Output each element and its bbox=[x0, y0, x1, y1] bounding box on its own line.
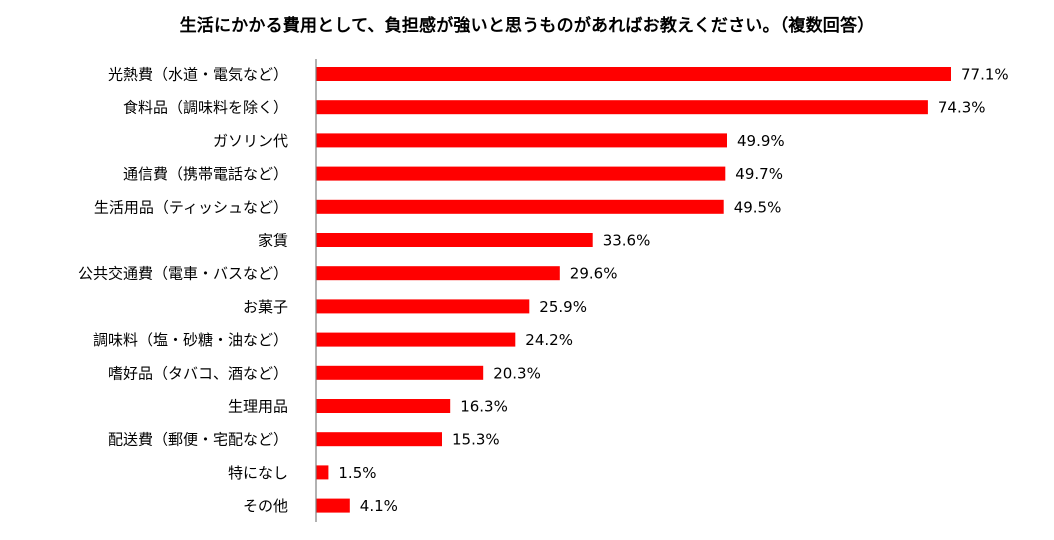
bar bbox=[316, 465, 329, 480]
category-label: 光熱費（水道・電気など） bbox=[108, 66, 288, 84]
value-label: 4.1% bbox=[360, 497, 398, 515]
bar bbox=[316, 365, 484, 380]
bar bbox=[316, 166, 726, 181]
value-label: 29.6% bbox=[570, 265, 618, 283]
bar bbox=[316, 332, 516, 347]
category-label: ガソリン代 bbox=[213, 132, 288, 150]
category-label: 配送費（郵便・宅配など） bbox=[108, 431, 288, 449]
category-label: その他 bbox=[243, 497, 288, 515]
category-label: 嗜好品（タバコ、酒など） bbox=[108, 364, 288, 382]
bar bbox=[316, 100, 928, 115]
category-label: 生理用品 bbox=[228, 398, 288, 416]
bar bbox=[316, 299, 530, 314]
value-label: 49.9% bbox=[737, 132, 785, 150]
value-label: 49.5% bbox=[734, 198, 782, 216]
value-label: 15.3% bbox=[452, 431, 500, 449]
bar bbox=[316, 67, 951, 81]
labels-layer: 光熱費（水道・電気など） 77.1% 食料品（調味料を除く） 74.3% ガソリン代 49… bbox=[78, 66, 1009, 516]
category-label: お菓子 bbox=[243, 298, 288, 316]
value-label: 77.1% bbox=[961, 66, 1009, 84]
bar bbox=[316, 399, 451, 413]
value-label: 1.5% bbox=[338, 464, 376, 482]
category-label: 家賃 bbox=[258, 232, 288, 250]
value-label: 16.3% bbox=[460, 398, 508, 416]
value-label: 49.7% bbox=[735, 165, 783, 183]
category-label: 公共交通費（電車・バスなど） bbox=[78, 265, 288, 283]
value-label: 33.6% bbox=[603, 232, 651, 250]
bar bbox=[316, 498, 350, 513]
category-label: 生活用品（ティッシュなど） bbox=[94, 198, 288, 216]
category-label: 通信費（携帯電話など） bbox=[123, 165, 288, 183]
bar bbox=[316, 233, 593, 247]
bar bbox=[316, 432, 442, 447]
category-label: 特になし bbox=[228, 464, 288, 482]
value-label: 25.9% bbox=[539, 298, 587, 316]
chart-title: 生活にかかる費用として、負担感が強いと思うものがあればお教えください。（複数回答… bbox=[179, 16, 875, 36]
value-label: 20.3% bbox=[493, 364, 541, 382]
bar bbox=[316, 133, 727, 148]
bar bbox=[316, 199, 724, 214]
value-label: 74.3% bbox=[938, 99, 986, 117]
bar bbox=[316, 266, 560, 281]
bars-layer bbox=[316, 67, 951, 513]
value-label: 24.2% bbox=[525, 331, 573, 349]
category-label: 調味料（塩・砂糖・油など） bbox=[93, 331, 288, 349]
category-label: 食料品（調味料を除く） bbox=[123, 99, 288, 117]
